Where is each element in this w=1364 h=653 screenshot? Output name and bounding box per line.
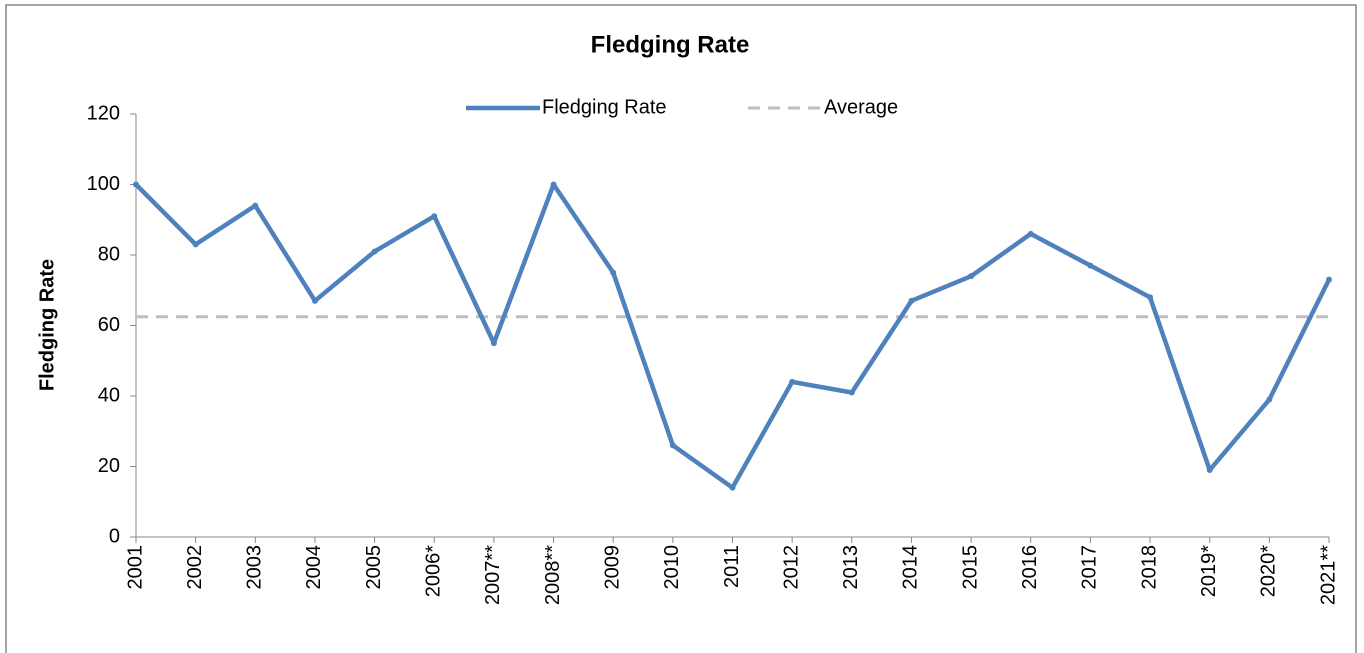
x-tick-label: 2001 (124, 545, 146, 590)
data-point (490, 340, 497, 347)
x-tick-label: 2008** (542, 545, 564, 605)
x-tick-label: 2020* (1258, 545, 1280, 597)
data-point (610, 269, 617, 276)
data-point (848, 389, 855, 396)
x-tick-label: 2003 (244, 545, 266, 590)
data-point (133, 181, 139, 188)
x-tick-label: 2009 (601, 545, 623, 590)
data-point (908, 297, 915, 304)
data-point (1147, 294, 1154, 301)
x-tick-label: 2005 (363, 545, 385, 590)
x-tick-label: 2012 (780, 545, 802, 590)
y-tick-label: 0 (109, 525, 120, 547)
x-tick-label: 2016 (1019, 545, 1041, 590)
data-point (1326, 276, 1332, 283)
legend-label: Fledging Rate (542, 96, 667, 118)
x-tick-label: 2015 (959, 545, 981, 590)
data-point (669, 442, 676, 449)
y-tick-label: 100 (87, 173, 120, 195)
x-tick-label: 2014 (900, 545, 922, 590)
x-tick-label: 2007** (482, 545, 504, 605)
y-tick-label: 20 (98, 455, 120, 477)
data-point (1087, 262, 1094, 269)
x-tick-label: 2004 (303, 545, 325, 590)
data-point (550, 181, 557, 188)
data-point (789, 378, 796, 385)
x-tick-label: 2019* (1198, 545, 1220, 597)
x-tick-label: 2006* (423, 545, 445, 597)
data-point (252, 202, 259, 209)
chart-border (5, 4, 1357, 653)
x-tick-label: 2017 (1079, 545, 1101, 590)
x-tick-label: 2010 (661, 545, 683, 590)
data-line (134, 182, 1332, 490)
data-point (1206, 467, 1213, 474)
data-point (968, 273, 975, 280)
legend-label: Average (824, 96, 898, 118)
data-point (1027, 230, 1034, 237)
y-tick-label: 60 (98, 314, 120, 336)
x-tick-label: 2002 (184, 545, 206, 590)
data-point (431, 213, 438, 220)
y-tick-label: 80 (98, 243, 120, 265)
x-tick-label: 2021** (1317, 545, 1339, 605)
data-point (729, 484, 736, 491)
x-tick-label: 2011 (721, 545, 743, 588)
y-tick-label: 120 (87, 102, 120, 124)
x-tick-label: 2013 (840, 545, 862, 590)
data-point (311, 297, 318, 304)
y-axis-label: Fledging Rate (36, 259, 58, 391)
data-point (1266, 396, 1273, 403)
y-tick-label: 40 (98, 384, 120, 406)
data-point (192, 241, 199, 248)
chart-title: Fledging Rate (591, 31, 750, 58)
data-point (371, 248, 378, 255)
x-tick-label: 2018 (1138, 545, 1160, 590)
